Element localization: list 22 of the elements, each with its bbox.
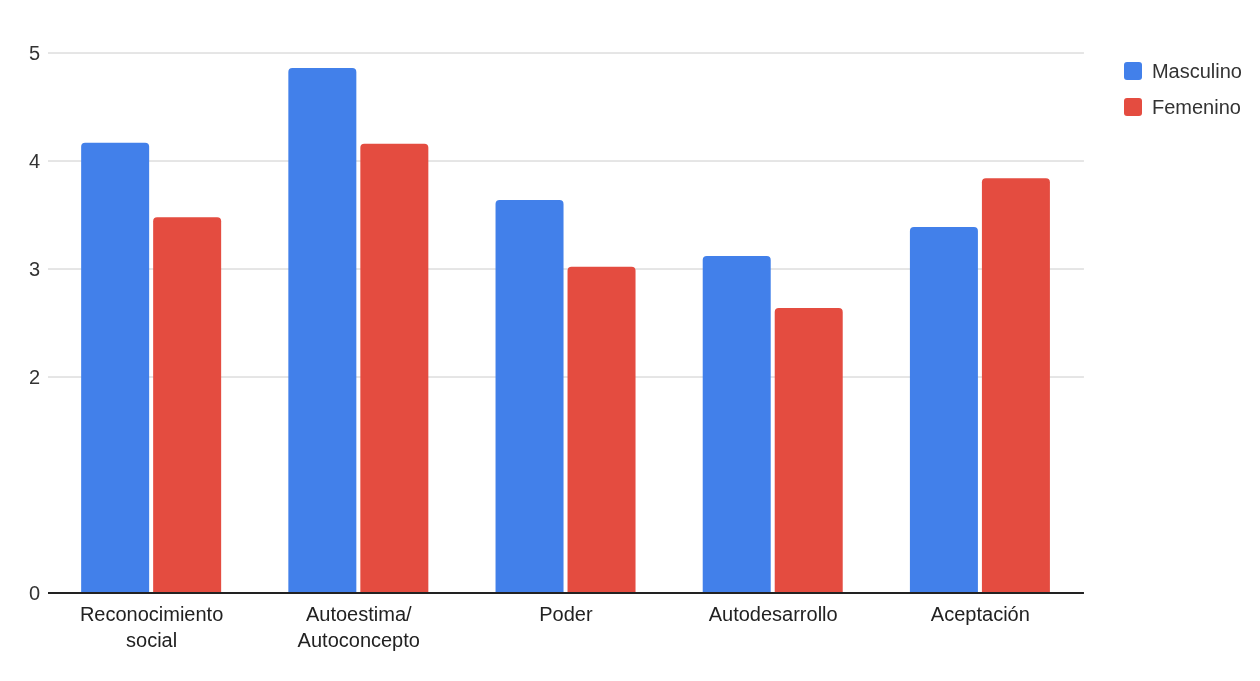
bar	[360, 143, 429, 593]
bar	[774, 307, 843, 593]
x-tick-label: Reconocimiento social	[79, 603, 224, 651]
bar	[567, 266, 636, 593]
legend-label: Masculino	[1151, 59, 1242, 84]
x-tick-label: Poder	[539, 603, 593, 625]
y-tick-label: 3	[28, 258, 40, 281]
bar	[288, 68, 357, 593]
bar	[909, 226, 978, 593]
bar	[81, 142, 150, 593]
x-tick-label: Autodesarrollo	[708, 603, 838, 625]
legend-label: Femenino	[1151, 95, 1241, 120]
y-tick-label: 4	[28, 150, 40, 173]
bar	[153, 217, 222, 593]
bar	[495, 199, 564, 593]
bar	[702, 256, 771, 593]
y-tick-label: 0	[28, 582, 40, 605]
y-tick-label: 2	[28, 366, 40, 389]
y-tick-label: 5	[28, 42, 40, 65]
x-tick-label: Aceptación	[930, 603, 1030, 625]
bar	[981, 178, 1050, 593]
x-tick-label: Autoestima/ Autoconcepto	[297, 603, 420, 651]
